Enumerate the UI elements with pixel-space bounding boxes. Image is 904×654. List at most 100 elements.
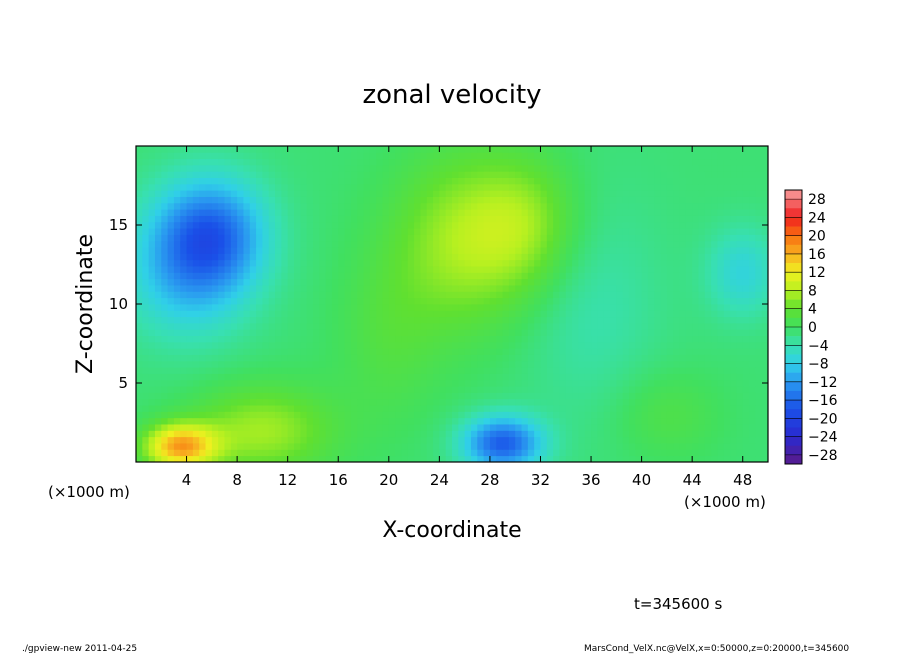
heatmap-cell	[502, 146, 510, 153]
heatmap-cell	[464, 329, 472, 336]
heatmap-cell	[281, 291, 289, 299]
heatmap-cell	[268, 386, 276, 393]
heatmap-cell	[736, 183, 744, 191]
heatmap-cell	[698, 348, 706, 355]
heatmap-cell	[319, 310, 326, 318]
heatmap-cell	[363, 341, 371, 349]
heatmap-cell	[647, 228, 655, 235]
heatmap-cell	[546, 341, 554, 349]
heatmap-cell	[294, 221, 301, 229]
heatmap-cell	[635, 398, 642, 406]
heatmap-cell	[685, 215, 693, 223]
heatmap-cell	[312, 405, 320, 412]
heatmap-cell	[546, 285, 554, 292]
heatmap-cell	[521, 209, 529, 216]
heatmap-cell	[534, 449, 541, 457]
heatmap-cell	[211, 278, 219, 286]
heatmap-cell	[426, 443, 434, 450]
heatmap-cell	[704, 240, 712, 248]
heatmap-cell	[388, 253, 396, 261]
heatmap-cell	[692, 158, 699, 166]
heatmap-cell	[452, 202, 459, 210]
heatmap-cell	[173, 152, 181, 160]
heatmap-cell	[641, 291, 649, 299]
heatmap-cell	[262, 386, 270, 393]
heatmap-cell	[502, 436, 510, 444]
heatmap-cell	[749, 354, 756, 362]
heatmap-cell	[256, 152, 263, 160]
heatmap-cell	[369, 436, 377, 444]
heatmap-cell	[167, 360, 175, 368]
heatmap-cell	[489, 196, 497, 204]
heatmap-cell	[262, 430, 270, 438]
heatmap-cell	[401, 240, 409, 248]
heatmap-cell	[464, 240, 472, 248]
heatmap-cell	[742, 215, 750, 223]
heatmap-cell	[736, 266, 744, 273]
heatmap-cell	[388, 215, 396, 223]
heatmap-cell	[597, 278, 605, 286]
heatmap-cell	[761, 164, 769, 172]
heatmap-cell	[281, 367, 289, 374]
heatmap-cell	[136, 297, 143, 305]
heatmap-cell	[211, 285, 219, 292]
heatmap-cell	[591, 354, 598, 362]
heatmap-cell	[483, 341, 491, 349]
heatmap-cell	[357, 405, 364, 412]
heatmap-cell	[363, 285, 371, 292]
heatmap-cell	[711, 455, 718, 463]
heatmap-cell	[445, 322, 453, 330]
heatmap-cell	[382, 183, 390, 191]
heatmap-cell	[186, 405, 194, 412]
heatmap-cell	[698, 341, 706, 349]
heatmap-cell	[357, 240, 364, 248]
heatmap-cell	[192, 221, 200, 229]
heatmap-cell	[660, 158, 668, 166]
heatmap-cell	[369, 360, 377, 368]
heatmap-cell	[136, 152, 143, 160]
heatmap-cell	[376, 449, 383, 457]
heatmap-cell	[218, 247, 225, 254]
heatmap-cell	[173, 272, 181, 280]
heatmap-cell	[717, 183, 725, 191]
heatmap-cell	[527, 278, 535, 286]
heatmap-cell	[161, 190, 168, 197]
heatmap-cell	[268, 373, 276, 381]
heatmap-cell	[483, 379, 491, 387]
heatmap-cell	[401, 304, 409, 311]
heatmap-cell	[256, 455, 263, 463]
heatmap-cell	[395, 430, 402, 438]
heatmap-cell	[559, 329, 567, 336]
heatmap-cell	[350, 348, 358, 355]
heatmap-cell	[230, 411, 238, 419]
heatmap-cell	[464, 411, 472, 419]
heatmap-cell	[180, 354, 187, 362]
heatmap-cell	[654, 322, 661, 330]
heatmap-cell	[369, 405, 377, 412]
heatmap-cell	[452, 253, 459, 261]
heatmap-cell	[325, 240, 333, 248]
heatmap-cell	[584, 164, 592, 172]
heatmap-cell	[723, 221, 731, 229]
heatmap-cell	[312, 348, 320, 355]
heatmap-cell	[445, 285, 453, 292]
heatmap-cell	[610, 310, 617, 318]
heatmap-cell	[136, 272, 143, 280]
heatmap-cell	[477, 341, 484, 349]
heatmap-cell	[515, 228, 522, 235]
heatmap-cell	[666, 221, 674, 229]
heatmap-cell	[331, 196, 339, 204]
heatmap-cell	[666, 190, 674, 197]
heatmap-cell	[622, 354, 630, 362]
heatmap-cell	[230, 341, 238, 349]
heatmap-cell	[628, 272, 636, 280]
heatmap-cell	[192, 291, 200, 299]
heatmap-cell	[704, 354, 712, 362]
heatmap-cell	[199, 285, 206, 292]
heatmap-cell	[685, 379, 693, 387]
heatmap-cell	[180, 158, 187, 166]
heatmap-cell	[534, 417, 541, 425]
heatmap-cell	[565, 386, 573, 393]
heatmap-cell	[717, 398, 725, 406]
heatmap-cell	[199, 158, 206, 166]
